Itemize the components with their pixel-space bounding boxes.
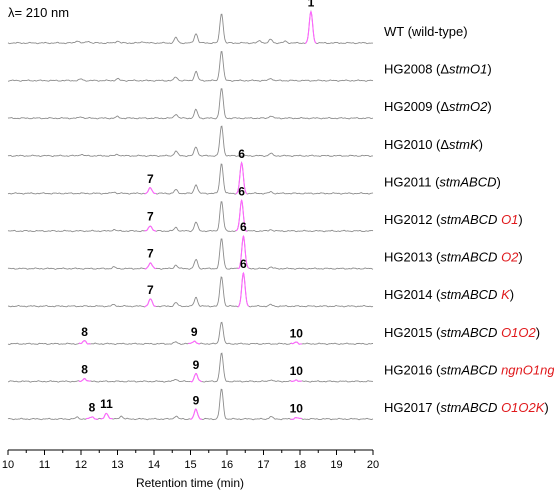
strain-label: WT (wild-type) bbox=[384, 24, 468, 39]
highlighted-peak bbox=[144, 225, 157, 232]
trace-row: 8 11 9 10 HG2017 (stmABCD O1O2K) bbox=[7, 388, 549, 421]
trace-row: HG2010 (ΔstmK) bbox=[7, 125, 483, 158]
highlighted-peak bbox=[290, 379, 302, 382]
strain-label: HG2012 (stmABCD O1) bbox=[384, 212, 523, 227]
highlighted-peak bbox=[290, 341, 302, 345]
x-tick-label: 15 bbox=[184, 459, 196, 471]
trace-row: 7 6 HG2012 (stmABCD O1) bbox=[7, 184, 523, 233]
peak-number-label: 6 bbox=[238, 147, 245, 161]
strain-label: HG2015 (stmABCD O1O2) bbox=[384, 325, 540, 340]
chromatogram-trace bbox=[7, 161, 374, 195]
highlighted-peak bbox=[85, 416, 98, 420]
chromatogram-trace bbox=[7, 50, 374, 82]
strain-label: HG2011 (stmABCD) bbox=[384, 174, 501, 189]
highlighted-peak bbox=[235, 161, 248, 195]
peak-number-label: 9 bbox=[193, 393, 200, 407]
highlighted-peak bbox=[235, 198, 248, 232]
strain-label: HG2017 (stmABCD O1O2K) bbox=[384, 400, 549, 415]
x-tick-label: 19 bbox=[330, 459, 342, 471]
x-tick-label: 14 bbox=[148, 459, 160, 471]
detection-wavelength-label: λ= 210 nm bbox=[8, 5, 69, 20]
highlighted-peak bbox=[78, 340, 91, 345]
x-axis: 10 11 12 13 14 15 16 17 18 19 20 bbox=[2, 449, 379, 471]
highlighted-peak bbox=[144, 298, 157, 308]
strain-label: HG2010 (ΔstmK) bbox=[384, 137, 483, 152]
peak-number-label: 7 bbox=[147, 283, 154, 297]
highlighted-peak bbox=[144, 262, 157, 270]
strain-label: HG2013 (stmABCD O2) bbox=[384, 250, 523, 265]
peak-number-label: 6 bbox=[240, 257, 247, 271]
trace-row: 8 9 10 HG2016 (stmABCD ngnO1ngnO2) bbox=[7, 352, 554, 383]
highlighted-peak bbox=[100, 412, 113, 420]
peak-number-label: 8 bbox=[89, 401, 96, 415]
peak-number-label: 10 bbox=[290, 402, 304, 416]
peak-number-label: 6 bbox=[240, 220, 247, 234]
highlighted-peak bbox=[237, 234, 250, 270]
chromatogram-trace bbox=[7, 125, 374, 158]
chromatogram-trace bbox=[7, 352, 374, 383]
trace-row: 1 WT (wild-type) bbox=[7, 0, 468, 45]
highlighted-peak bbox=[189, 408, 202, 420]
strain-label: HG2016 (stmABCD ngnO1ngnO2) bbox=[384, 362, 554, 377]
highlighted-peak bbox=[188, 340, 201, 345]
trace-stack: 1 WT (wild-type) HG2008 (ΔstmO1) HG2009 (Δs… bbox=[7, 0, 554, 421]
highlighted-peak bbox=[237, 271, 250, 308]
peak-number-label: 7 bbox=[147, 247, 154, 261]
peak-number-label: 9 bbox=[191, 325, 198, 339]
chromatogram-trace bbox=[7, 200, 374, 233]
peak-number-label: 10 bbox=[290, 364, 304, 378]
x-tick-label: 12 bbox=[75, 459, 87, 471]
trace-row: HG2009 (ΔstmO2) bbox=[7, 88, 492, 120]
chromatogram-trace bbox=[7, 236, 374, 270]
x-tick-label: 20 bbox=[367, 459, 379, 471]
trace-row: 8 9 10 HG2015 (stmABCD O1O2) bbox=[7, 321, 540, 346]
highlighted-peak bbox=[290, 416, 303, 420]
x-tick-label: 11 bbox=[39, 459, 50, 471]
trace-row: 7 6 HG2013 (stmABCD O2) bbox=[7, 220, 523, 270]
chromatogram-trace bbox=[7, 88, 374, 120]
trace-row: 7 6 HG2014 (stmABCD K) bbox=[7, 257, 514, 308]
x-tick-label: 16 bbox=[221, 459, 233, 471]
highlighted-peak bbox=[144, 187, 157, 195]
highlighted-peak bbox=[190, 372, 202, 383]
strain-label: HG2008 (ΔstmO1) bbox=[384, 62, 492, 77]
peak-number-label: 6 bbox=[238, 184, 245, 198]
strain-label: HG2014 (stmABCD K) bbox=[384, 287, 514, 302]
peak-number-label: 11 bbox=[100, 397, 113, 411]
peak-number-label: 1 bbox=[308, 0, 315, 10]
x-tick-label: 18 bbox=[294, 459, 306, 471]
x-tick-label: 10 bbox=[2, 459, 14, 471]
x-axis-title: Retention time (min) bbox=[136, 476, 244, 490]
chromatogram-trace bbox=[7, 388, 374, 421]
trace-row: HG2008 (ΔstmO1) bbox=[7, 50, 492, 82]
peak-number-label: 10 bbox=[290, 326, 304, 340]
peak-number-label: 8 bbox=[81, 325, 88, 339]
strain-label: HG2009 (ΔstmO2) bbox=[384, 99, 492, 114]
x-tick-label: 17 bbox=[257, 459, 269, 471]
peak-number-label: 9 bbox=[193, 358, 200, 372]
peak-number-label: 8 bbox=[81, 362, 88, 376]
peak-number-label: 7 bbox=[147, 210, 154, 224]
chromatogram-trace bbox=[7, 272, 374, 308]
peak-number-label: 7 bbox=[147, 172, 154, 186]
highlighted-peak bbox=[78, 377, 91, 383]
highlighted-peak bbox=[304, 10, 317, 44]
x-tick-label: 13 bbox=[111, 459, 123, 471]
trace-row: 7 6 HG2011 (stmABCD) bbox=[7, 147, 501, 195]
